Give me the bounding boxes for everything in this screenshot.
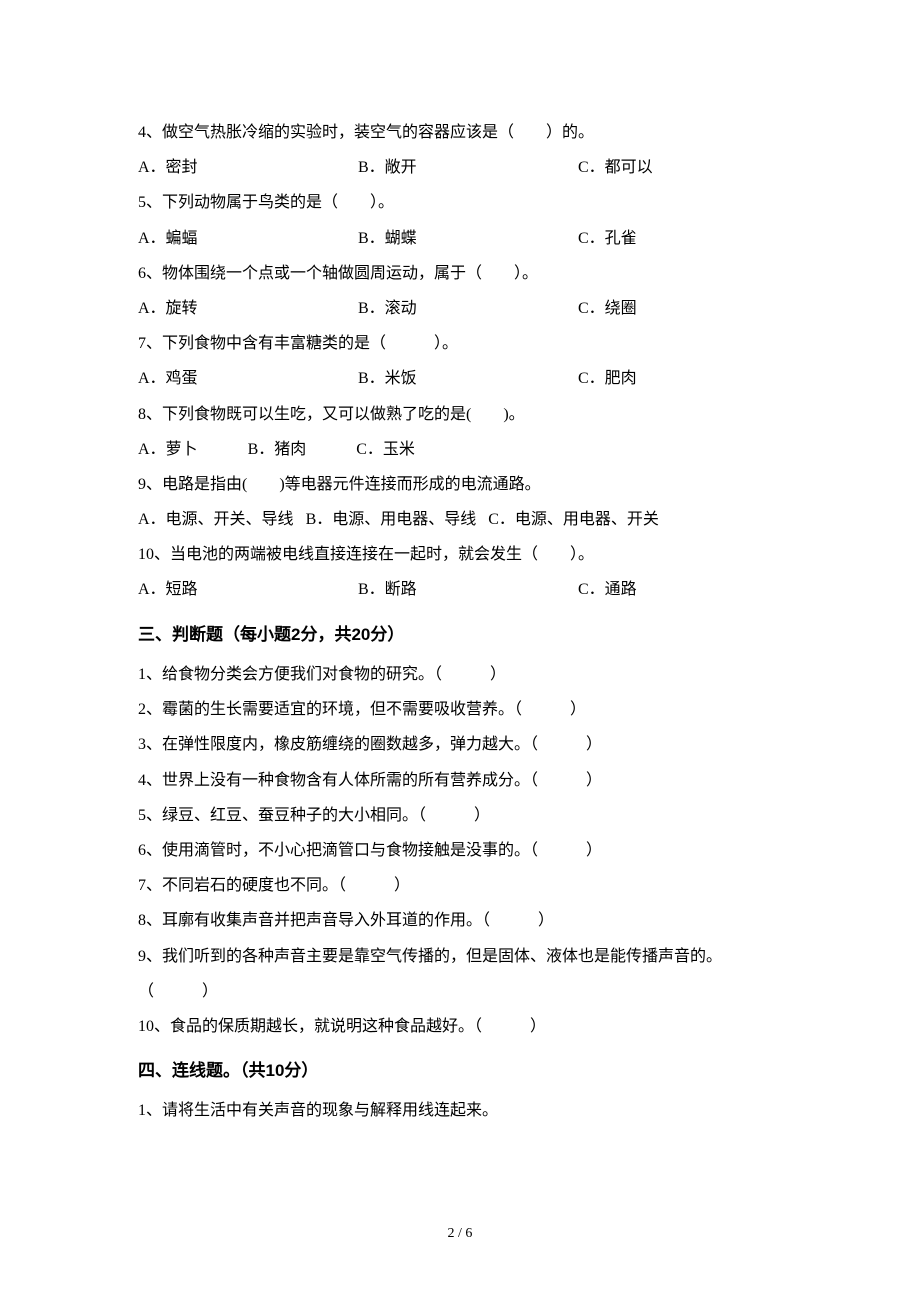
question-10-stem: 10、当电池的两端被电线直接连接在一起时，就会发生（ ）。 bbox=[138, 537, 782, 572]
judge-8: 8、耳廓有收集声音并把声音导入外耳道的作用。（ ） bbox=[138, 903, 782, 938]
question-9-stem: 9、电路是指由( )等电器元件连接而形成的电流通路。 bbox=[138, 467, 782, 502]
question-9-option-b: B．电源、用电器、导线 bbox=[306, 502, 477, 537]
question-6-option-b: B．滚动 bbox=[358, 291, 578, 326]
judge-10: 10、食品的保质期越长，就说明这种食品越好。（ ） bbox=[138, 1009, 782, 1044]
question-4-option-b: B．敞开 bbox=[358, 150, 578, 185]
question-8-options: A．萝卜 B．猪肉 C．玉米 bbox=[138, 432, 782, 467]
question-5-stem: 5、下列动物属于鸟类的是（ ）。 bbox=[138, 185, 782, 220]
question-8-option-c: C．玉米 bbox=[356, 432, 415, 467]
section-4-question-1: 1、请将生活中有关声音的现象与解释用线连起来。 bbox=[138, 1093, 782, 1128]
question-6-option-c: C．绕圈 bbox=[578, 291, 637, 326]
judge-7: 7、不同岩石的硬度也不同。（ ） bbox=[138, 868, 782, 903]
question-7-stem: 7、下列食物中含有丰富糖类的是（ ）。 bbox=[138, 326, 782, 361]
question-8-option-b: B．猪肉 bbox=[248, 432, 307, 467]
question-7-option-b: B．米饭 bbox=[358, 361, 578, 396]
judge-6: 6、使用滴管时，不小心把滴管口与食物接触是没事的。（ ） bbox=[138, 833, 782, 868]
question-4-stem: 4、做空气热胀冷缩的实验时，装空气的容器应该是（ ）的。 bbox=[138, 115, 782, 150]
section-4-header: 四、连线题。（共10分） bbox=[138, 1052, 782, 1089]
question-7-option-c: C．肥肉 bbox=[578, 361, 637, 396]
question-6-options: A．旋转 B．滚动 C．绕圈 bbox=[138, 291, 782, 326]
question-9-option-a: A．电源、开关、导线 bbox=[138, 502, 294, 537]
question-4-options: A．密封 B．敞开 C．都可以 bbox=[138, 150, 782, 185]
judge-4: 4、世界上没有一种食物含有人体所需的所有营养成分。（ ） bbox=[138, 763, 782, 798]
page-content: 4、做空气热胀冷缩的实验时，装空气的容器应该是（ ）的。 A．密封 B．敞开 C… bbox=[138, 115, 782, 1129]
page-number: 2 / 6 bbox=[0, 1226, 920, 1242]
judge-5: 5、绿豆、红豆、蚕豆种子的大小相同。（ ） bbox=[138, 798, 782, 833]
judge-1: 1、给食物分类会方便我们对食物的研究。（ ） bbox=[138, 657, 782, 692]
question-10-option-c: C．通路 bbox=[578, 572, 637, 607]
section-3-header: 三、判断题（每小题2分，共20分） bbox=[138, 616, 782, 653]
question-5-option-b: B．蝴蝶 bbox=[358, 221, 578, 256]
question-8-stem: 8、下列食物既可以生吃，又可以做熟了吃的是( )。 bbox=[138, 397, 782, 432]
question-4-option-a: A．密封 bbox=[138, 150, 358, 185]
question-10-option-b: B．断路 bbox=[358, 572, 578, 607]
question-7-options: A．鸡蛋 B．米饭 C．肥肉 bbox=[138, 361, 782, 396]
question-4-option-c: C．都可以 bbox=[578, 150, 653, 185]
question-9-option-c: C．电源、用电器、开关 bbox=[488, 502, 659, 537]
question-5-option-a: A．蝙蝠 bbox=[138, 221, 358, 256]
question-8-option-a: A．萝卜 bbox=[138, 432, 198, 467]
judge-9: 9、我们听到的各种声音主要是靠空气传播的，但是固体、液体也是能传播声音的。 （ … bbox=[138, 939, 782, 1009]
question-7-option-a: A．鸡蛋 bbox=[138, 361, 358, 396]
question-10-option-a: A．短路 bbox=[138, 572, 358, 607]
question-6-option-a: A．旋转 bbox=[138, 291, 358, 326]
judge-3: 3、在弹性限度内，橡皮筋缠绕的圈数越多，弹力越大。（ ） bbox=[138, 727, 782, 762]
question-9-options: A．电源、开关、导线 B．电源、用电器、导线 C．电源、用电器、开关 bbox=[138, 502, 782, 537]
question-6-stem: 6、物体围绕一个点或一个轴做圆周运动，属于（ ）。 bbox=[138, 256, 782, 291]
question-10-options: A．短路 B．断路 C．通路 bbox=[138, 572, 782, 607]
question-5-option-c: C．孔雀 bbox=[578, 221, 637, 256]
question-5-options: A．蝙蝠 B．蝴蝶 C．孔雀 bbox=[138, 221, 782, 256]
judge-2: 2、霉菌的生长需要适宜的环境，但不需要吸收营养。（ ） bbox=[138, 692, 782, 727]
